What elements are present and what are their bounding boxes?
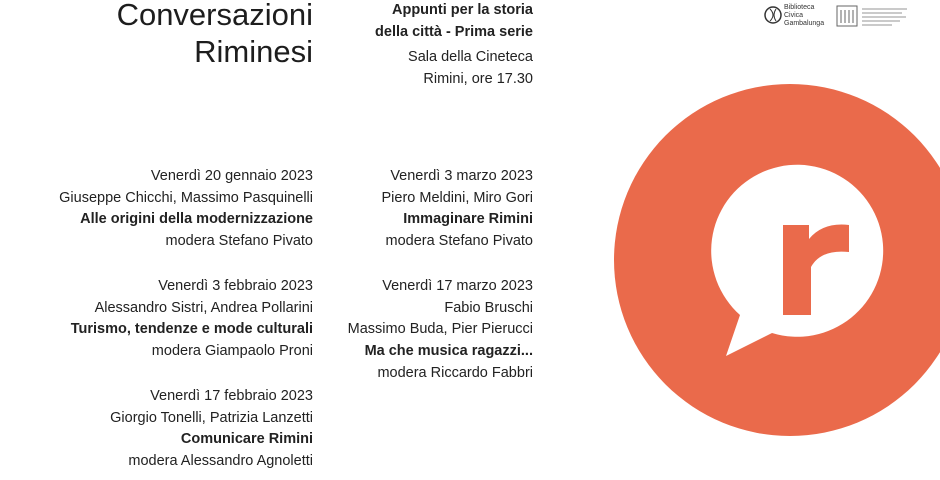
event-date: Venerdì 3 febbraio 2023 [158,278,313,294]
event-speakers: Alessandro Sistri, Andrea Pollarini [94,299,313,316]
subtitle: Appunti per la storia della città - Prim… [375,0,533,91]
title-line: Conversazioni [116,0,313,32]
library-icon [764,6,782,24]
letter-r [783,224,849,315]
event: Venerdì 3 febbraio 2023 Alessandro Sistri… [71,276,313,363]
event-title: Ma che musica ragazzi... [364,343,533,360]
event-moderator: modera Riccardo Fabbri [377,364,533,381]
event-speakers: Piero Meldini, Miro Gori [381,189,534,206]
event-title: Immaginare Rimini [403,211,533,228]
title-line: Riminesi [194,34,313,69]
event-date: Venerdì 17 marzo 2023 [382,278,533,294]
title: Conversazioni Riminesi [117,0,313,70]
event: Venerdì 20 gennaio 2023 Giuseppe Chicchi,… [59,166,313,253]
event-date: Venerdì 3 marzo 2023 [390,168,533,184]
event-speakers: Giorgio Tonelli, Patrizia Lanzetti [110,409,313,426]
event-moderator: modera Alessandro Agnoletti [128,453,313,470]
logo-line: Biblioteca [784,4,815,11]
logo-line: Gambalunga [784,20,825,27]
event-speakers: Massimo Buda, Pier Pierucci [347,321,533,338]
event-title: Turismo, tendenze e mode culturali [70,321,313,338]
event: Venerdì 3 marzo 2023 Piero Meldini, Miro … [382,166,534,253]
event-date: Venerdì 17 febbraio 2023 [150,388,313,404]
institute-text [862,8,907,26]
event: Venerdì 17 febbraio 2023 Giorgio Tonelli,… [110,386,313,473]
institute-icon [836,5,858,27]
library-icon-detail [769,8,777,22]
event: Venerdì 17 marzo 2023 Fabio Bruschi Massim… [348,276,533,385]
institute-icon-detail [840,10,854,23]
event-title: Comunicare Rimini [180,431,313,448]
event-moderator: modera Giampaolo Proni [151,343,313,360]
event-title: Alle origini della modernizzazione [80,211,313,228]
subtitle-line: della città - Prima serie [375,23,533,40]
event-moderator: modera Stefano Pivato [385,233,533,250]
event-speakers: Giuseppe Chicchi, Massimo Pasquinelli [59,189,313,206]
logo-line: Civica [784,12,804,19]
venue-line: Rimini, ore 17.30 [423,71,533,88]
event-speakers: Fabio Bruschi [444,299,533,316]
venue-line: Sala della Cineteca [408,49,533,66]
subtitle-line: Appunti per la storia [392,2,533,18]
event-date: Venerdì 20 gennaio 2023 [150,168,313,184]
event-moderator: modera Stefano Pivato [165,233,313,250]
library-logo: Biblioteca Civica Gambalunga [784,4,824,28]
